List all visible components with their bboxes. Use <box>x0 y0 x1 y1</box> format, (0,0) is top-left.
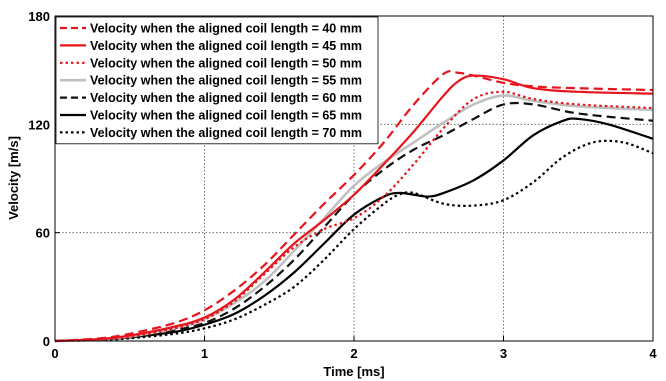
y-tick-label: 60 <box>36 226 50 241</box>
x-tick-label: 1 <box>201 346 208 361</box>
y-tick-label: 0 <box>43 334 50 349</box>
series-line-5 <box>54 101 654 343</box>
y-tick-label: 180 <box>28 9 50 24</box>
x-axis-label: Time [ms] <box>323 364 384 379</box>
legend-entry: Velocity when the aligned coil length = … <box>90 109 362 123</box>
legend-entry: Velocity when the aligned coil length = … <box>90 39 362 53</box>
legend-entry: Velocity when the aligned coil length = … <box>90 56 362 70</box>
x-tick-label: 2 <box>350 346 357 361</box>
x-tick-label: 0 <box>51 346 58 361</box>
series-lines <box>54 70 654 343</box>
series-line-2 <box>54 74 654 343</box>
x-tick-label: 4 <box>649 346 657 361</box>
y-tick-label: 120 <box>28 117 50 132</box>
legend-entry: Velocity when the aligned coil length = … <box>90 22 362 36</box>
legend-entry: Velocity when the aligned coil length = … <box>90 126 362 140</box>
series-line-1 <box>54 70 654 343</box>
legend: Velocity when the aligned coil length = … <box>55 16 379 145</box>
series-line-3 <box>54 90 654 343</box>
x-tick-label: 3 <box>500 346 507 361</box>
axis-ticks: 0 1 2 3 4 0 60 120 180 <box>28 9 657 361</box>
series-line-6 <box>54 117 654 343</box>
legend-box <box>55 16 379 145</box>
legend-entry: Velocity when the aligned coil length = … <box>90 91 362 105</box>
legend-entry: Velocity when the aligned coil length = … <box>90 74 362 88</box>
y-axis-label: Velocity [m/s] <box>6 136 21 220</box>
